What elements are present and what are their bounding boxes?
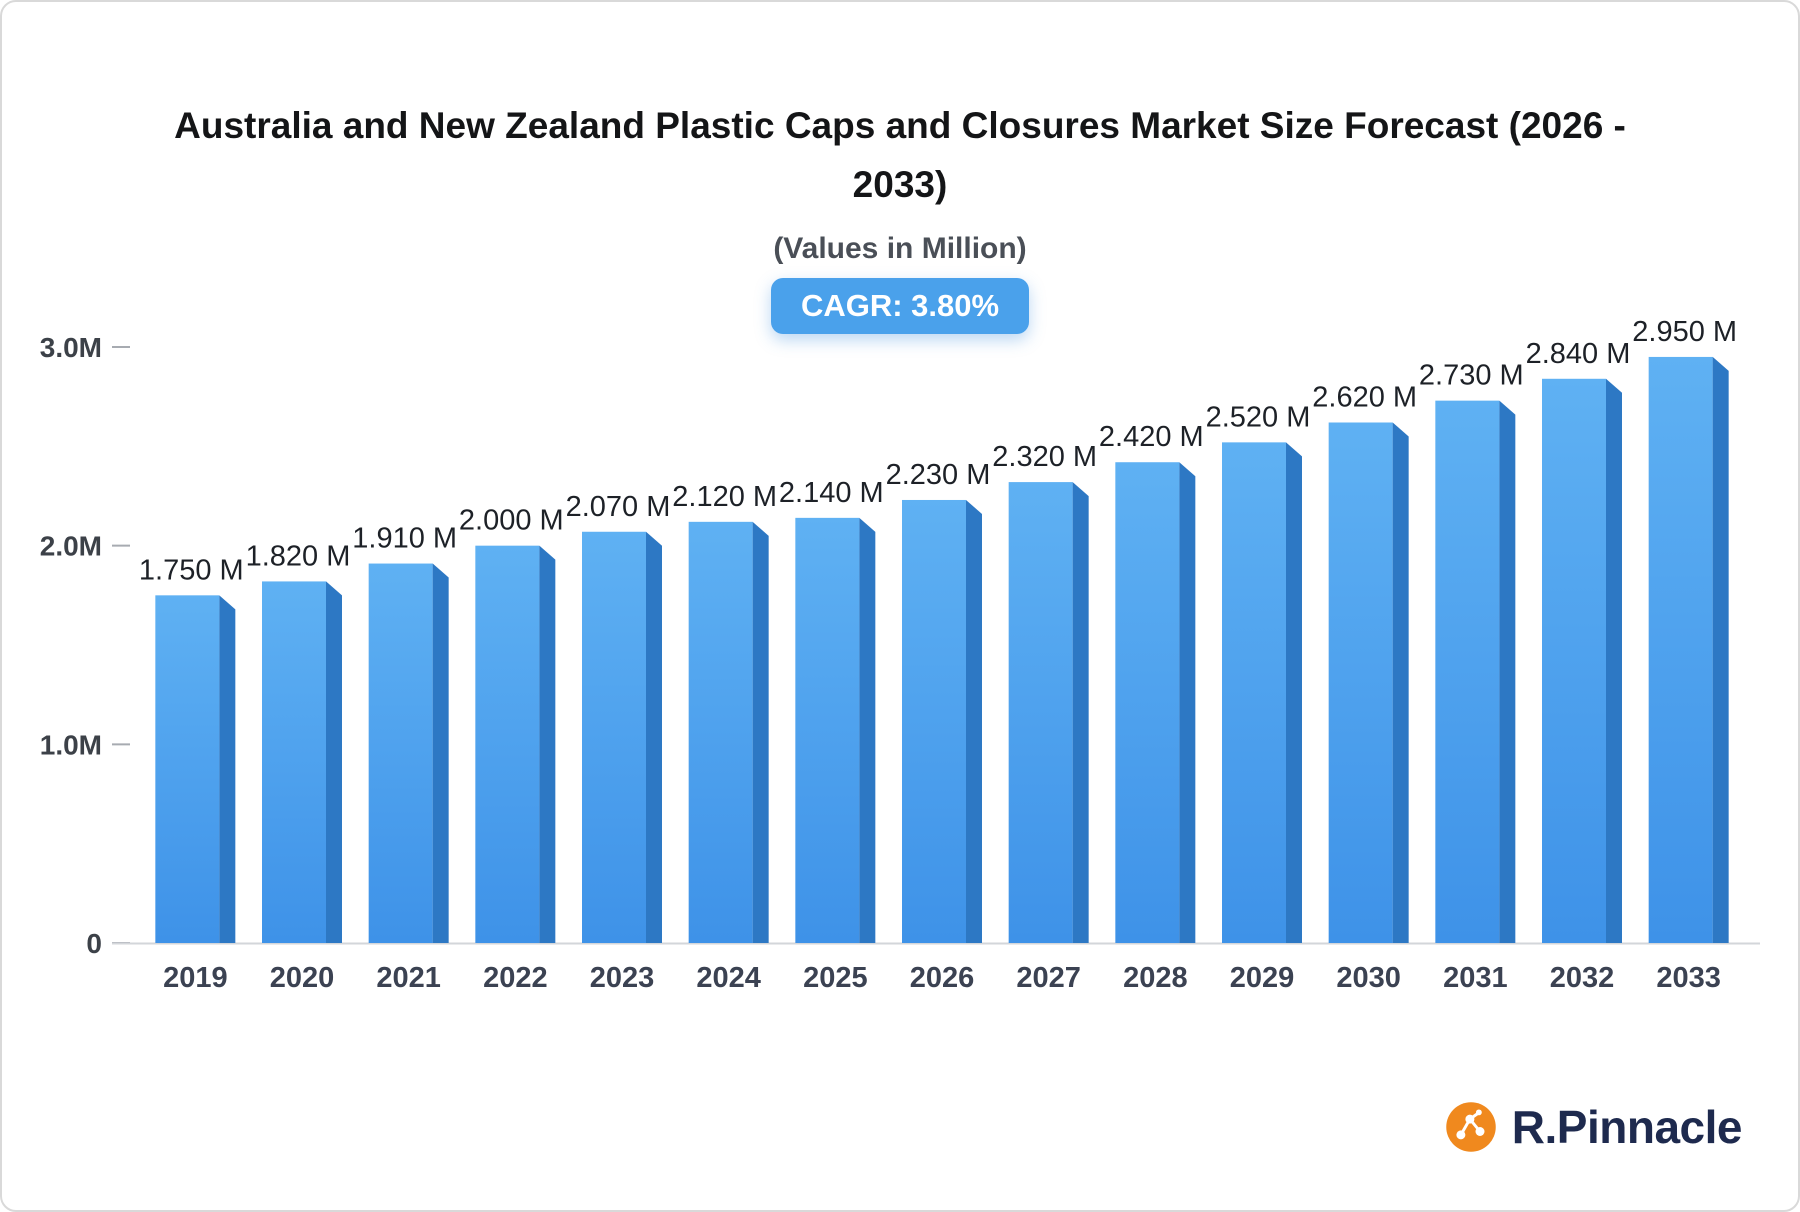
bar-side — [326, 581, 342, 943]
x-axis-label: 2033 — [1656, 962, 1721, 994]
cagr-badge-row: CAGR: 3.80% — [2, 278, 1798, 334]
bar-value-label: 2.420 M — [1099, 421, 1204, 453]
bar-side — [219, 595, 236, 943]
bar-front — [368, 563, 433, 943]
bar-front — [1115, 462, 1180, 943]
x-axis-label: 2025 — [803, 962, 868, 994]
bar-front — [688, 521, 753, 943]
bar-side — [859, 517, 876, 943]
network-molecule-icon — [1446, 1102, 1496, 1152]
chart-subtitle: (Values in Million) — [773, 232, 1027, 265]
y-axis-label: 3.0M — [40, 332, 102, 363]
x-axis-label: 2032 — [1550, 962, 1615, 994]
bar-value-label: 1.910 M — [352, 523, 457, 555]
bar-front — [262, 581, 326, 943]
bar-side — [966, 499, 982, 943]
bar-chart: 0 1.0M 2.0M 3.0M 1.750 M 2019 1.820 M 2020 1.910… — [2, 302, 1798, 1012]
brand-name: R.Pinnacle — [1511, 1101, 1743, 1153]
bar-front — [1008, 482, 1073, 943]
bar-value-label: 2.730 M — [1419, 360, 1524, 392]
bar-value-label: 2.320 M — [992, 441, 1097, 473]
bar-front — [475, 545, 540, 943]
bar-side — [1606, 378, 1622, 943]
bar-side — [646, 531, 662, 943]
bar-side — [1499, 400, 1516, 943]
x-axis-label: 2028 — [1123, 962, 1188, 994]
chart-title-line2: 2033) — [852, 164, 948, 206]
bar-value-label: 2.000 M — [459, 505, 564, 537]
x-axis-label: 2023 — [590, 962, 655, 994]
x-axis-label: 2030 — [1336, 962, 1401, 994]
bar-front — [1222, 442, 1286, 943]
x-axis-label: 2029 — [1230, 962, 1295, 994]
bar-side — [1072, 482, 1089, 943]
x-axis-label: 2024 — [696, 962, 761, 994]
bar-side — [432, 563, 449, 943]
bar-side — [752, 521, 769, 943]
bar-side — [539, 545, 556, 943]
bar-side — [1179, 462, 1196, 943]
y-axis-label: 1.0M — [40, 729, 102, 760]
x-axis-label: 2022 — [483, 962, 548, 994]
chart-title-line1: Australia and New Zealand Plastic Caps a… — [174, 105, 1626, 146]
bar-value-label: 2.140 M — [779, 477, 884, 509]
bar-value-label: 2.120 M — [672, 481, 777, 513]
bar-value-label: 1.820 M — [246, 540, 351, 572]
bar-front — [1435, 400, 1500, 943]
bar-front — [795, 517, 860, 943]
bar-value-label: 2.230 M — [886, 459, 991, 491]
bar-side — [1712, 356, 1729, 943]
bar-front — [582, 531, 646, 943]
brand-logo: R.Pinnacle — [1444, 1100, 1743, 1154]
x-axis-label: 2021 — [376, 962, 441, 994]
bar-value-label: 2.840 M — [1526, 338, 1631, 370]
bar-front — [1328, 422, 1393, 943]
x-axis-label: 2026 — [910, 962, 975, 994]
bar-value-label: 2.070 M — [566, 491, 671, 523]
bar-front — [902, 499, 966, 943]
bar-side — [1392, 422, 1409, 943]
bar-value-label: 1.750 M — [139, 554, 244, 586]
x-axis-label: 2027 — [1016, 962, 1081, 994]
bar-front — [155, 595, 220, 943]
bar-side — [1286, 442, 1302, 943]
bar-value-label: 2.520 M — [1206, 401, 1311, 433]
bar-front — [1648, 356, 1713, 943]
bar-value-label: 2.620 M — [1312, 381, 1417, 413]
chart-title: Australia and New Zealand Plastic Caps a… — [70, 96, 1730, 214]
cagr-badge: CAGR: 3.80% — [770, 278, 1030, 334]
bar-chart-svg: 0 1.0M 2.0M 3.0M 1.750 M 2019 1.820 M 2020 1.910… — [40, 316, 1760, 994]
x-axis-label: 2031 — [1443, 962, 1508, 994]
bar-value-label: 2.950 M — [1632, 316, 1737, 348]
x-axis-label: 2019 — [163, 962, 228, 994]
y-axis-label: 2.0M — [40, 531, 102, 562]
bar-front — [1542, 378, 1606, 943]
y-axis-label: 0 — [86, 928, 102, 959]
x-axis-label: 2020 — [270, 962, 335, 994]
